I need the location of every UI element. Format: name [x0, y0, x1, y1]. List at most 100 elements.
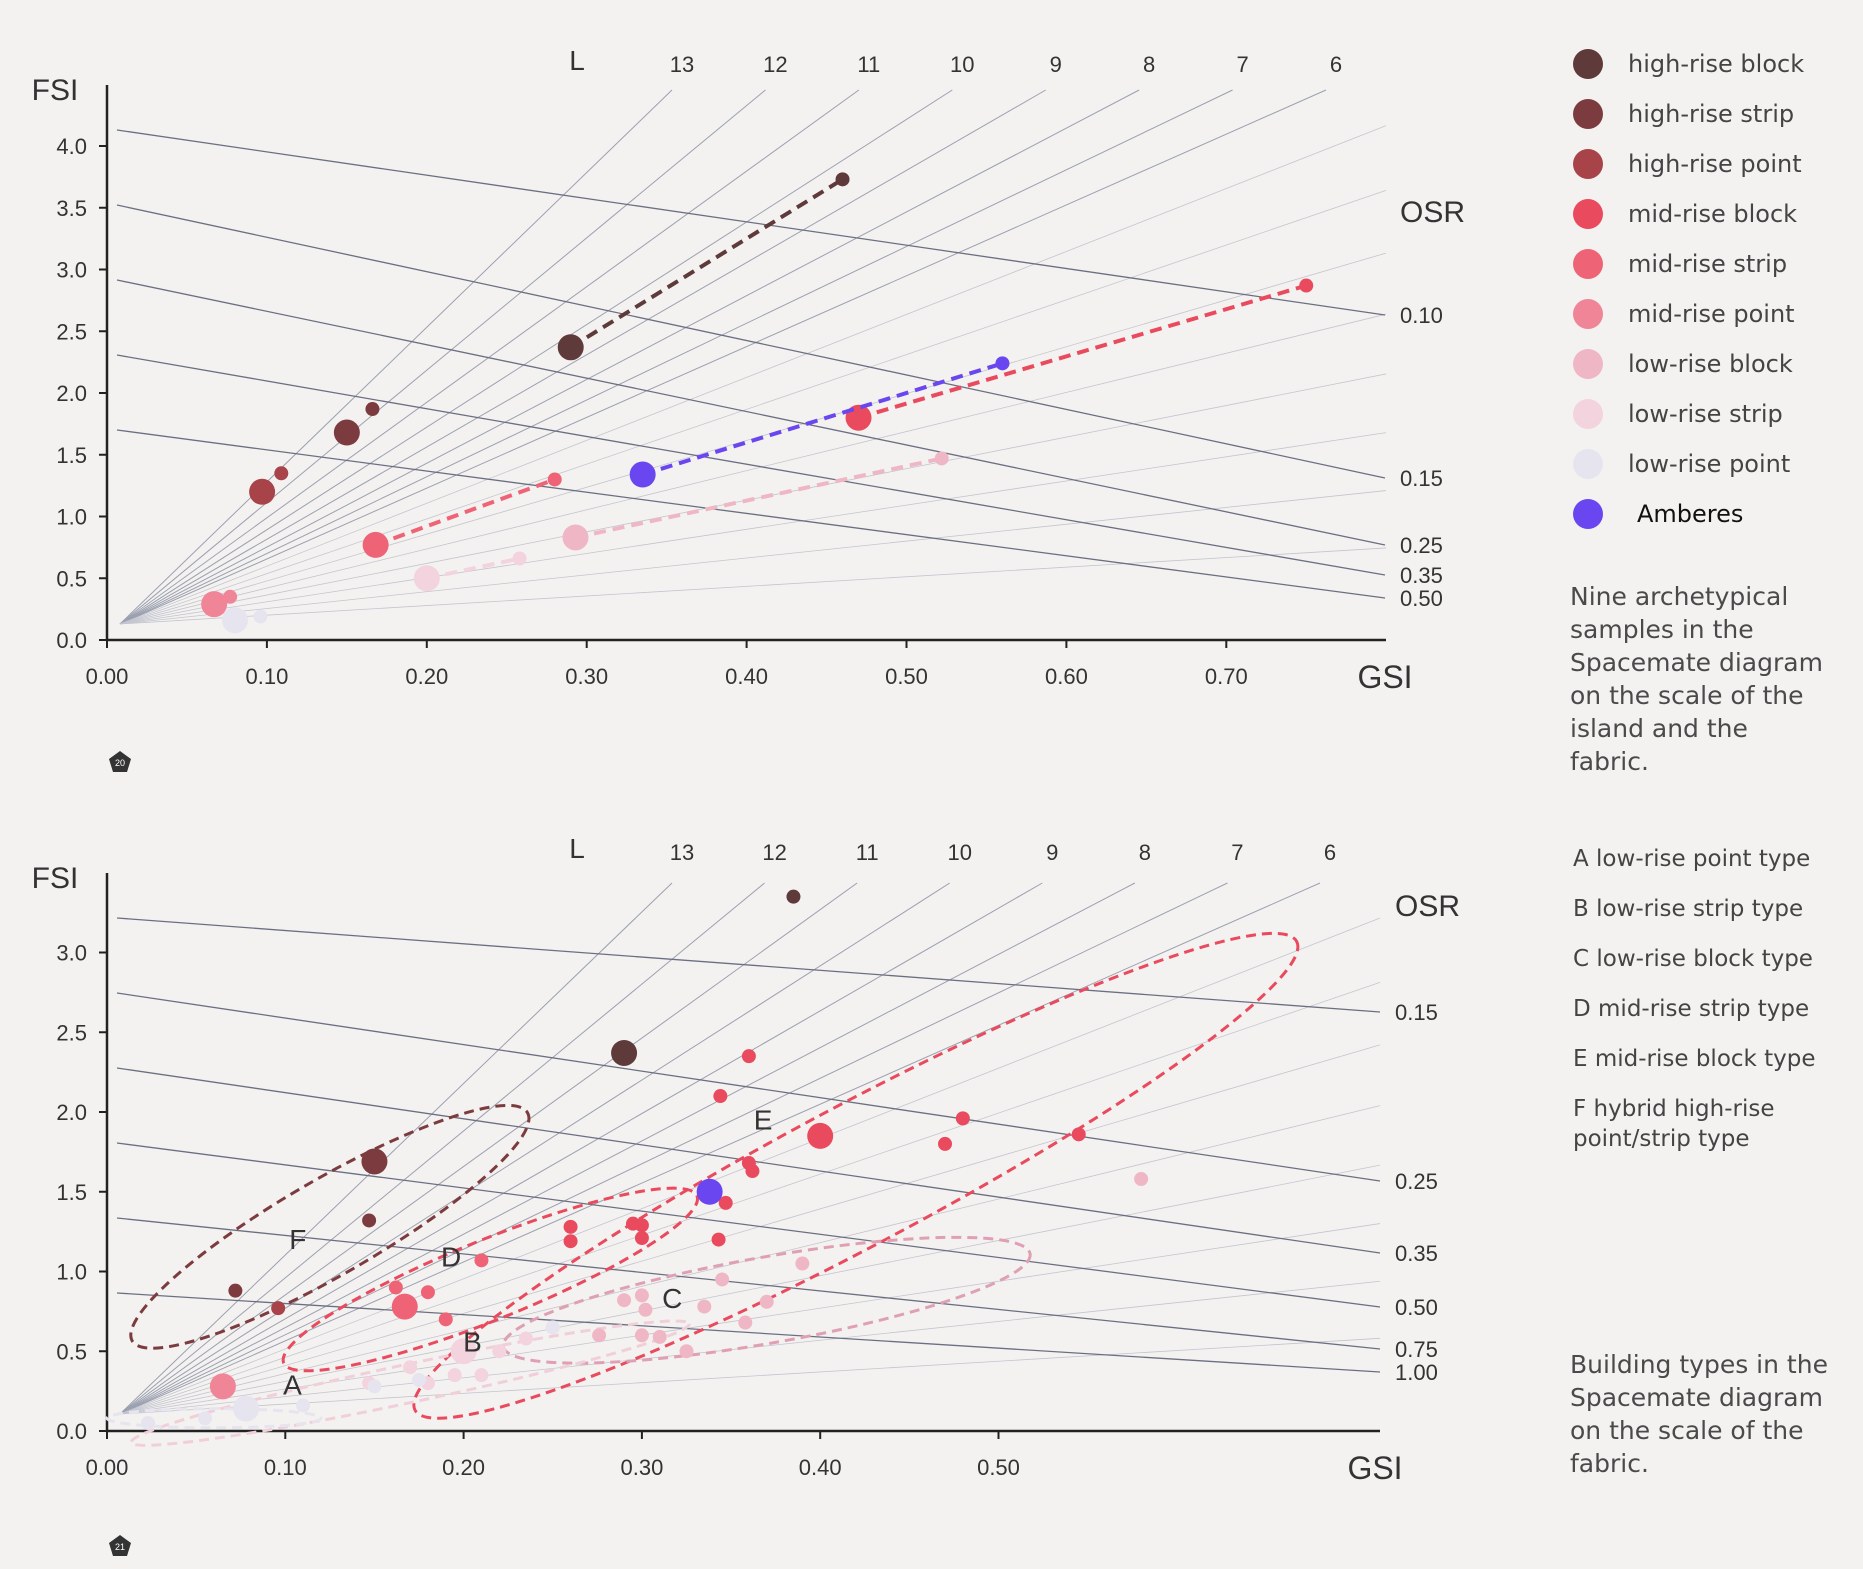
data-point — [807, 1122, 834, 1149]
l-fan-line — [119, 882, 1136, 1415]
data-point — [519, 1331, 534, 1346]
l-line-label: 13 — [670, 840, 694, 865]
l-line-label: 7 — [1236, 52, 1248, 77]
y-tick-label: 0.0 — [56, 628, 87, 653]
data-point — [795, 1256, 810, 1271]
fan-grid-line — [119, 1164, 1381, 1415]
type-group-label: E — [754, 1105, 773, 1136]
legend-caption: Nine archetypical samples in the Spacema… — [1570, 582, 1823, 776]
l-fan-line — [119, 89, 673, 625]
data-point — [388, 1280, 403, 1295]
series-connector — [575, 456, 943, 540]
osr-axis-label: OSR — [1400, 196, 1465, 229]
badge-number: 20 — [115, 758, 125, 768]
y-tick-label: 1.0 — [56, 1260, 87, 1285]
osr-line — [116, 354, 1386, 576]
legend-label: mid-rise point — [1628, 300, 1795, 328]
data-point — [638, 1302, 653, 1317]
type-group-label: C — [662, 1283, 682, 1314]
type-group-outline — [281, 1186, 700, 1373]
data-point — [995, 356, 1010, 371]
legend-label: high-rise strip — [1628, 100, 1794, 128]
y-tick-label: 3.0 — [56, 258, 87, 283]
data-point — [634, 1328, 649, 1343]
type-group-outline — [129, 1103, 531, 1350]
spacemate-chart-bottom: 13 12 11 10 9 8 7 6 L 0.15 0.25 0.35 0.50 0.751.00 OSR… — [32, 833, 1460, 1486]
x-axis-label: GSI — [1347, 1450, 1402, 1486]
l-line-label: 6 — [1324, 840, 1336, 865]
types-legend: A low-rise point type B low-rise strip ty… — [1573, 846, 1816, 1152]
l-fan-line — [119, 882, 950, 1415]
data-point — [412, 1372, 427, 1387]
l-fan-line — [119, 882, 673, 1415]
x-tick-label: 0.00 — [86, 1455, 129, 1480]
osr-line-label: 0.50 — [1395, 1295, 1438, 1320]
data-point — [652, 1329, 667, 1344]
data-point — [274, 466, 289, 481]
data-point — [450, 1338, 477, 1365]
legend: high-rise block high-rise strip high-rise … — [1573, 49, 1804, 529]
l-line-label: 11 — [857, 52, 880, 77]
l-line-label: 10 — [950, 52, 974, 77]
data-point — [492, 1344, 507, 1359]
l-line-label: 9 — [1050, 52, 1062, 77]
data-point — [738, 1315, 753, 1330]
type-group-outline — [129, 1319, 691, 1447]
y-tick-label: 4.0 — [56, 134, 87, 159]
osr-line-label: 0.15 — [1400, 466, 1443, 491]
spacemate-chart-top: 13 12 11 10 9 8 7 6L0.100.150.250.350.50OSR0.00… — [32, 45, 1465, 695]
l-fan-line — [119, 882, 765, 1415]
l-line-label: 8 — [1143, 52, 1155, 77]
legend-swatch — [1573, 149, 1603, 179]
data-point — [713, 1089, 728, 1104]
data-point — [592, 1328, 607, 1343]
type-group-label: B — [463, 1326, 482, 1357]
legend-swatch — [1573, 99, 1603, 129]
data-point — [447, 1368, 462, 1383]
data-point — [835, 172, 850, 187]
data-point — [474, 1253, 489, 1268]
data-point — [403, 1360, 418, 1375]
legend-swatch — [1573, 499, 1603, 529]
osr-axis-label: OSR — [1395, 890, 1460, 923]
type-group-label: F — [289, 1224, 306, 1255]
legend-label: mid-rise block — [1628, 200, 1797, 228]
x-tick-label: 0.20 — [405, 664, 448, 689]
y-tick-label: 1.5 — [56, 443, 87, 468]
y-tick-label: 3.5 — [56, 196, 87, 221]
type-group-label: A — [283, 1369, 302, 1400]
x-tick-label: 0.40 — [725, 664, 768, 689]
data-point — [745, 1164, 760, 1179]
type-legend-label: C low-rise block type — [1573, 946, 1813, 972]
data-point — [365, 402, 380, 417]
osr-line-label: 0.25 — [1395, 1169, 1438, 1194]
fan-grid-line — [119, 490, 1387, 625]
data-point — [512, 551, 527, 566]
figure-number-badge-top: 20 — [109, 751, 131, 772]
data-point — [563, 1219, 578, 1234]
x-tick-label: 0.10 — [264, 1455, 307, 1480]
l-line-label: 12 — [763, 52, 787, 77]
l-line-label: 13 — [670, 52, 694, 77]
fan-grid-line — [119, 1337, 1381, 1415]
fan-grid-line — [119, 125, 1387, 625]
l-line-label: 11 — [856, 840, 879, 865]
data-point — [562, 524, 589, 551]
data-point — [629, 461, 656, 488]
y-tick-label: 3.0 — [56, 941, 87, 966]
osr-line — [116, 204, 1386, 479]
fan-grid-line — [119, 313, 1387, 625]
series-connector — [426, 556, 520, 581]
osr-line — [116, 1217, 1381, 1350]
legend-swatch — [1573, 349, 1603, 379]
series-connector — [857, 283, 1307, 420]
l-fan-line — [119, 89, 953, 625]
data-point — [198, 1411, 213, 1426]
legend-swatch — [1573, 299, 1603, 329]
data-point — [696, 1178, 723, 1205]
osr-line-label: 0.50 — [1400, 586, 1443, 611]
data-point — [934, 451, 949, 466]
y-tick-label: 2.5 — [56, 319, 87, 344]
data-point — [228, 1283, 243, 1298]
l-line-label: 9 — [1046, 840, 1058, 865]
